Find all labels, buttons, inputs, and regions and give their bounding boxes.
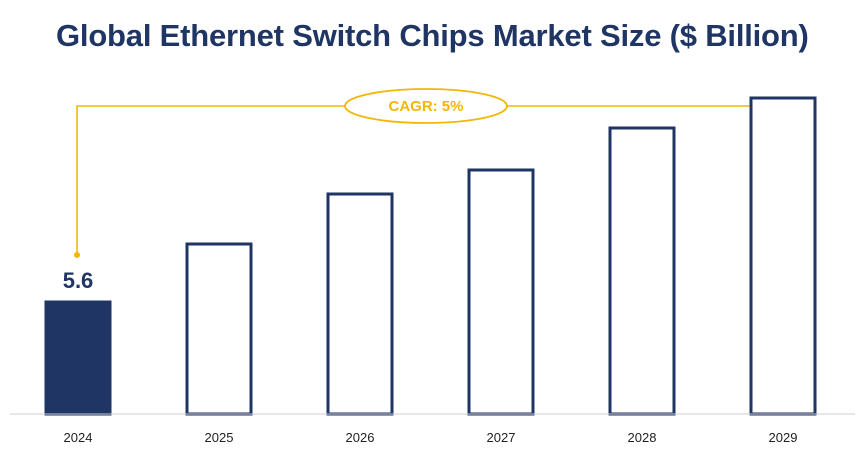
cagr-annotation: CAGR: 5% <box>74 88 790 258</box>
chart-title: Global Ethernet Switch Chips Market Size… <box>56 18 809 53</box>
data-label-2024: 5.6 <box>63 268 94 293</box>
bar-2025 <box>185 242 253 416</box>
cagr-ellipse <box>344 88 508 124</box>
x-tick-label-2025: 2025 <box>205 430 234 445</box>
tick-labels: 2024 5.6 2025 2026 2027 2028 2029 <box>63 268 798 445</box>
x-tick-label-2027: 2027 <box>487 430 516 445</box>
x-tick-label-2026: 2026 <box>346 430 375 445</box>
bar-2027 <box>467 168 535 416</box>
x-tick-label-2029: 2029 <box>769 430 798 445</box>
bars <box>44 96 817 416</box>
bar-2029 <box>749 96 817 416</box>
bar-2026 <box>326 192 394 416</box>
cagr-bracket-line <box>76 105 787 255</box>
cagr-start-dot <box>74 252 80 258</box>
x-tick-label-2024: 2024 <box>64 430 93 445</box>
bar-2024 <box>44 300 112 416</box>
bar-2028 <box>608 126 676 416</box>
cagr-label: CAGR: 5% <box>388 98 463 115</box>
x-tick-label-2028: 2028 <box>628 430 657 445</box>
